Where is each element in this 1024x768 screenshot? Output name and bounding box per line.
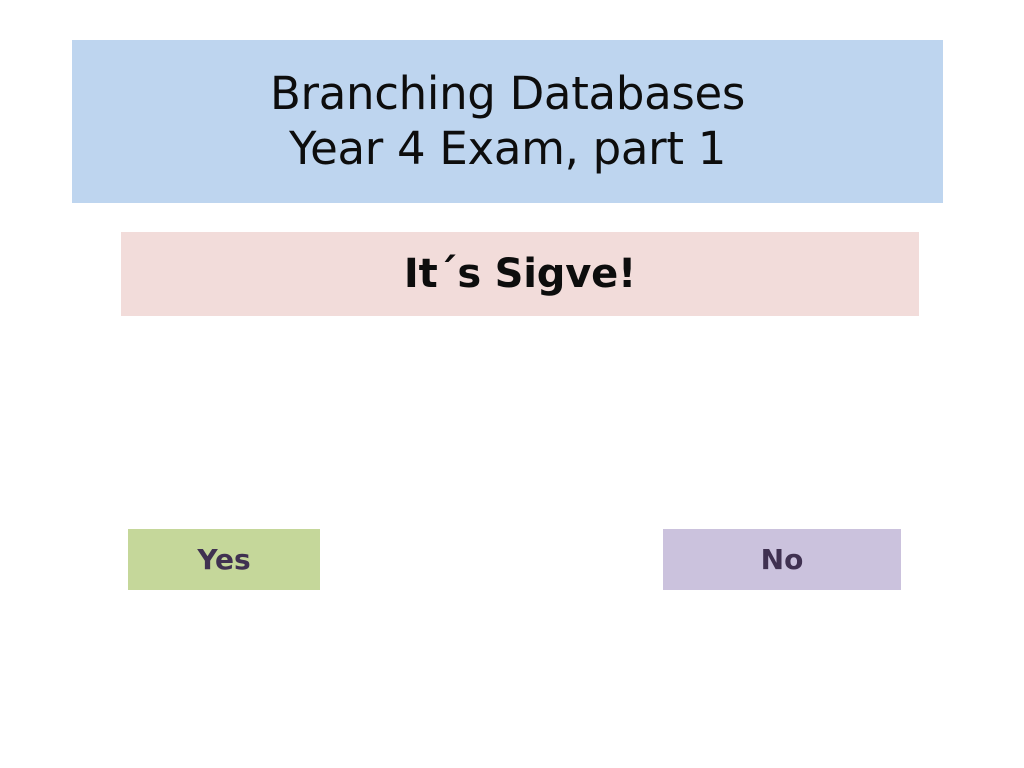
answer-button-no-label: No xyxy=(760,543,804,576)
question-banner: It´s Sigve! xyxy=(121,232,919,316)
answer-button-yes[interactable]: Yes xyxy=(128,529,320,590)
title-line-2: Year 4 Exam, part 1 xyxy=(288,121,727,175)
title-banner: Branching Databases Year 4 Exam, part 1 xyxy=(72,40,943,203)
title-line-1: Branching Databases xyxy=(269,66,746,120)
answer-button-yes-label: Yes xyxy=(197,543,251,576)
answer-button-no[interactable]: No xyxy=(663,529,901,590)
question-text: It´s Sigve! xyxy=(403,251,637,297)
